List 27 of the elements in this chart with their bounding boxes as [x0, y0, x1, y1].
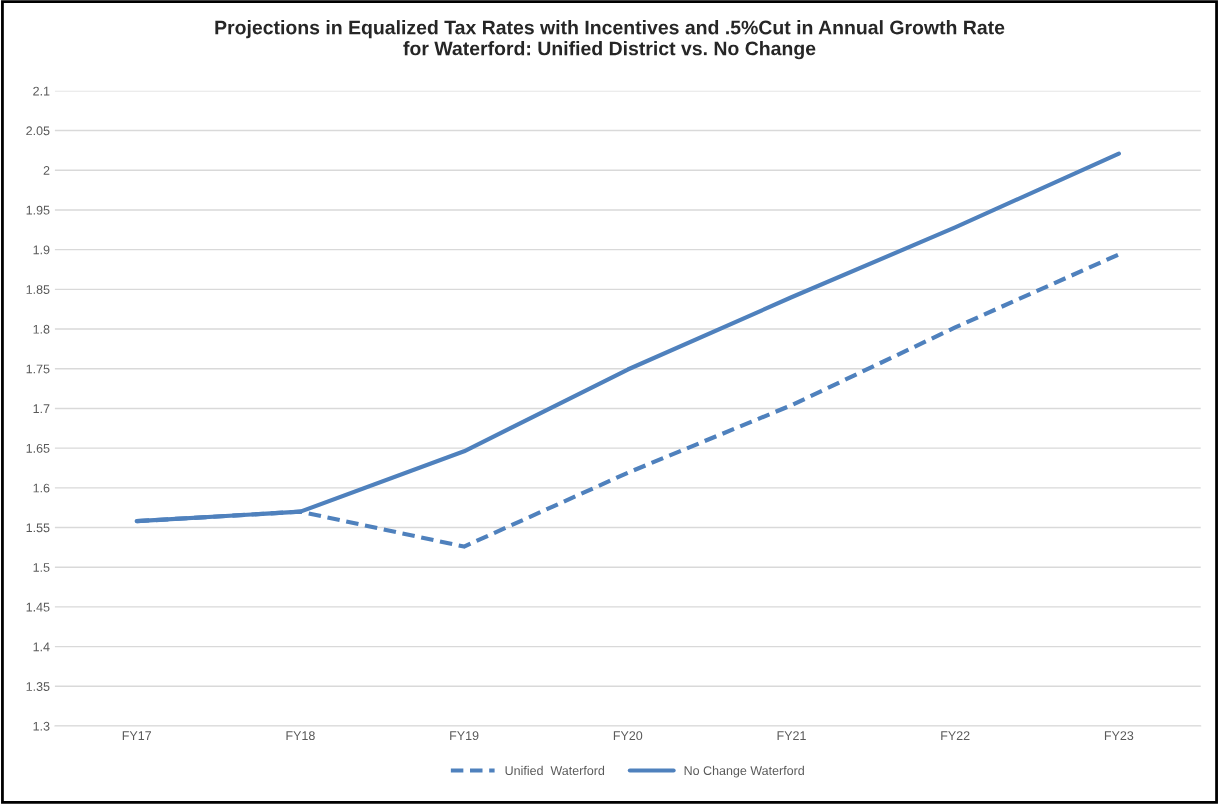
y-tick-label: 2.05	[26, 126, 50, 136]
legend-label: No Change Waterford	[684, 765, 804, 778]
y-tick-label: 2	[43, 166, 50, 175]
chart-title: Projections in Equalized Tax Rates with Incentives and .5%Cut in Annual Growth Rate for Waterford: Unified District vs. No Change	[215, 20, 1005, 60]
x-tick-label: FY21	[777, 731, 806, 740]
x-tick-label: FY18	[286, 731, 315, 741]
y-tick-label: 1.8	[33, 324, 50, 334]
y-tick-label: 2.1	[33, 86, 50, 96]
y-tick-label: 1.6	[33, 483, 50, 493]
y-tick-label: 1.9	[33, 245, 50, 255]
legend-label: Unified Waterford	[505, 765, 605, 776]
y-tick-label: 1.45	[26, 602, 50, 612]
x-tick-label: FY17	[122, 731, 152, 740]
x-tick-label: FY20	[613, 731, 643, 741]
y-tick-label: 1.75	[26, 364, 50, 374]
y-tick-label: 1.7	[33, 404, 50, 413]
y-tick-label: 1.35	[26, 682, 50, 691]
y-tick-label: 1.3	[33, 721, 50, 731]
x-tick-label: FY22	[941, 731, 970, 740]
x-tick-label: FY23	[1104, 731, 1134, 741]
y-tick-label: 1.55	[26, 523, 50, 533]
y-tick-label: 1.95	[26, 205, 50, 215]
y-tick-label: 1.4	[33, 642, 50, 652]
x-tick-label: FY19	[450, 731, 479, 741]
y-tick-label: 1.65	[26, 443, 50, 453]
y-tick-label: 1.85	[26, 285, 50, 294]
y-tick-label: 1.5	[33, 563, 50, 572]
